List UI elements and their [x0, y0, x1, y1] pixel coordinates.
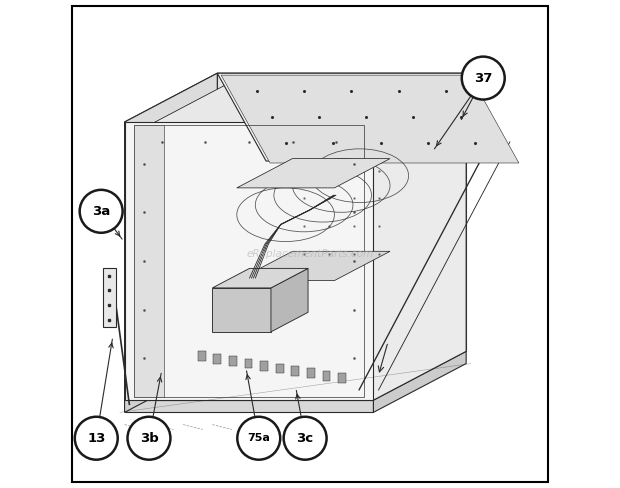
Polygon shape	[276, 364, 283, 373]
Text: 3a: 3a	[92, 205, 110, 218]
Text: 75a: 75a	[247, 433, 270, 443]
Text: 37: 37	[474, 72, 492, 84]
Polygon shape	[373, 351, 466, 412]
Polygon shape	[144, 79, 237, 390]
Polygon shape	[125, 73, 466, 122]
Polygon shape	[237, 159, 390, 188]
Polygon shape	[213, 288, 271, 332]
Polygon shape	[135, 125, 164, 397]
Text: 13: 13	[87, 432, 105, 445]
Polygon shape	[322, 371, 330, 381]
Polygon shape	[307, 368, 315, 378]
Polygon shape	[213, 354, 221, 364]
Circle shape	[237, 417, 280, 460]
Polygon shape	[217, 73, 466, 351]
Polygon shape	[217, 73, 515, 161]
Polygon shape	[144, 79, 463, 128]
Polygon shape	[221, 75, 519, 163]
Circle shape	[462, 57, 505, 100]
Circle shape	[128, 417, 171, 460]
Polygon shape	[198, 351, 206, 361]
Polygon shape	[125, 351, 217, 412]
Polygon shape	[373, 73, 466, 400]
Polygon shape	[213, 268, 308, 288]
Polygon shape	[229, 356, 237, 366]
Polygon shape	[144, 342, 463, 390]
Text: eReplacementParts.com: eReplacementParts.com	[246, 249, 374, 259]
Circle shape	[79, 190, 123, 233]
Polygon shape	[245, 359, 252, 368]
Polygon shape	[102, 268, 117, 327]
Circle shape	[75, 417, 118, 460]
Text: 3b: 3b	[140, 432, 158, 445]
Text: 3c: 3c	[296, 432, 314, 445]
Polygon shape	[339, 373, 346, 383]
Polygon shape	[271, 268, 308, 332]
Polygon shape	[125, 351, 466, 400]
Polygon shape	[125, 400, 373, 412]
Polygon shape	[125, 73, 217, 400]
Polygon shape	[237, 251, 390, 281]
Polygon shape	[291, 366, 299, 376]
Circle shape	[283, 417, 327, 460]
Polygon shape	[125, 122, 373, 400]
Polygon shape	[260, 361, 268, 371]
